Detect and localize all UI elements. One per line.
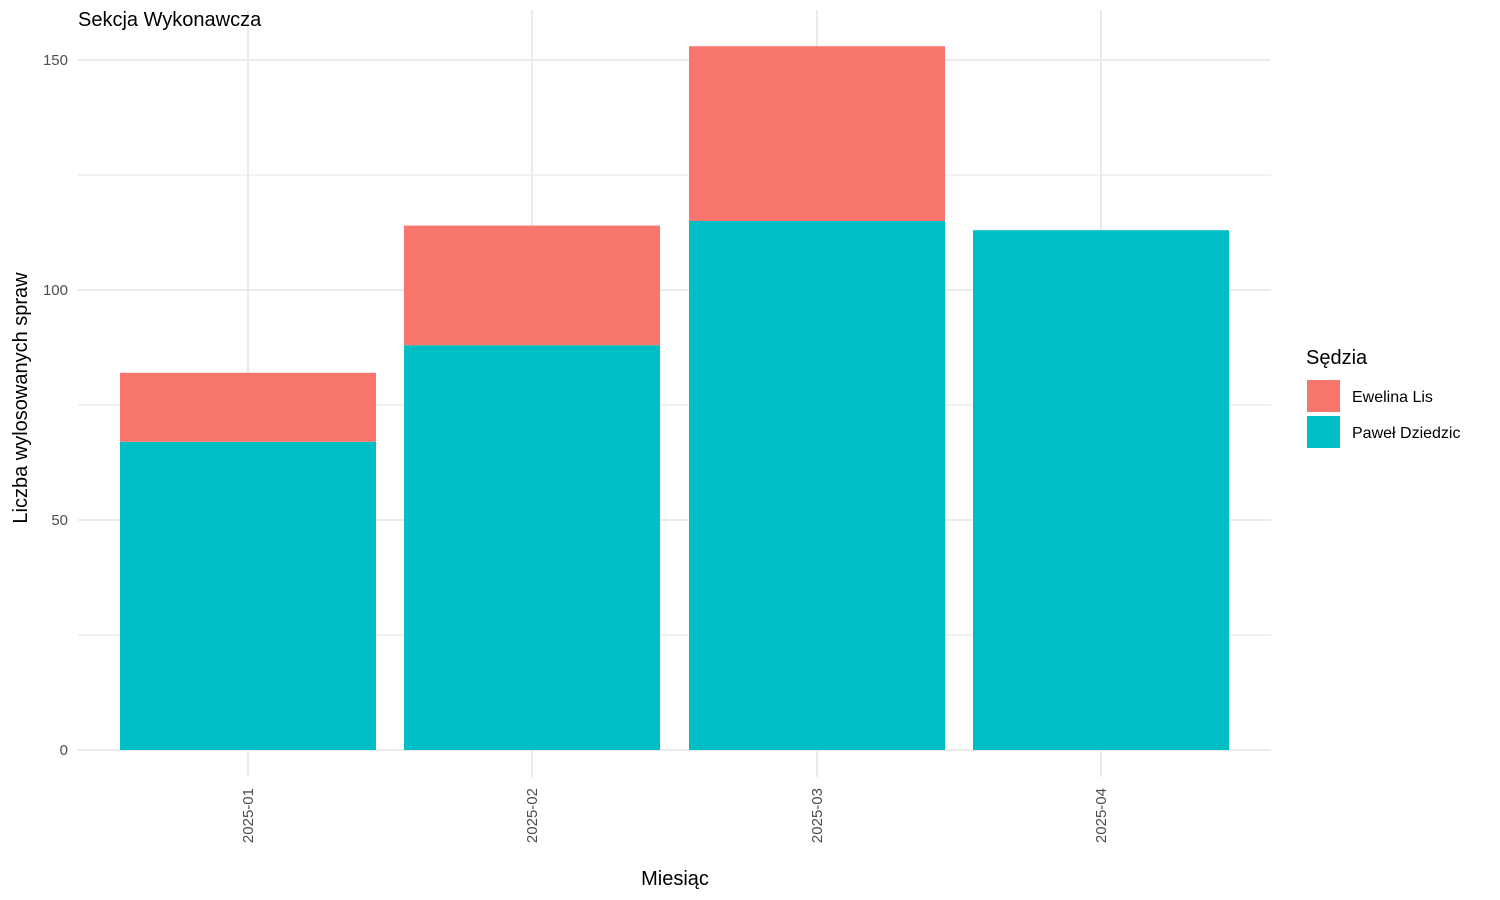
y-tick-label: 50 — [51, 512, 68, 529]
bars-layer — [120, 46, 1229, 750]
y-tick-label: 0 — [60, 742, 68, 759]
legend-title: Sędzia — [1306, 347, 1368, 369]
bar-segment — [404, 225, 660, 346]
legend-swatch — [1307, 380, 1340, 412]
y-tick-label: 100 — [43, 282, 68, 299]
legend-label: Ewelina Lis — [1352, 389, 1433, 406]
bar-segment — [973, 230, 1229, 750]
y-tick-label: 150 — [43, 52, 68, 69]
bar-segment — [689, 46, 945, 222]
legend: Sędzia Ewelina Lis Paweł Dziedzic — [1306, 347, 1460, 448]
axes-layer: 0 50 100 150 2025-01 2025-02 2025-03 2025-04 — [43, 52, 1110, 843]
bar-segment — [120, 372, 376, 442]
bar-segment — [120, 441, 376, 750]
chart-title: Sekcja Wykonawcza — [78, 9, 262, 31]
legend-swatch — [1307, 416, 1340, 448]
y-axis-title: Liczba wylosowanych spraw — [10, 272, 32, 524]
bar-segment — [404, 345, 660, 750]
x-tick-label: 2025-01 — [240, 788, 257, 843]
legend-items: Ewelina Lis Paweł Dziedzic — [1307, 380, 1460, 448]
legend-label: Paweł Dziedzic — [1352, 425, 1460, 442]
x-tick-label: 2025-04 — [1093, 788, 1110, 843]
x-tick-label: 2025-02 — [524, 788, 541, 843]
x-axis-title: Miesiąc — [641, 868, 709, 890]
x-tick-label: 2025-03 — [809, 788, 826, 843]
bar-segment — [689, 221, 945, 750]
